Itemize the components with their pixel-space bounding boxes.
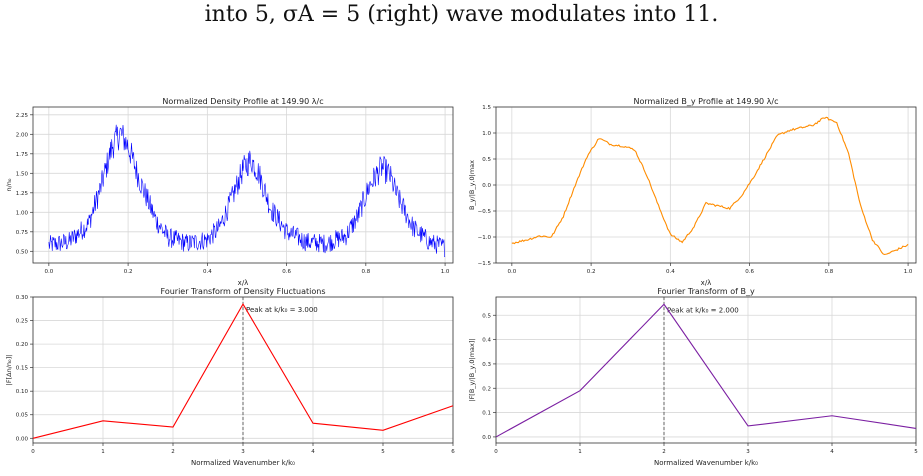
- x-tick-label: 1: [578, 449, 582, 455]
- x-axis-label: x/λ: [701, 279, 712, 287]
- y-tick-label: 0.5: [482, 313, 491, 319]
- y-tick-label: 0.05: [16, 413, 29, 419]
- panel-fft_density: 0 1 2 3 4 5 6 0.00 0.05 0.10 0.15 0.20 0.25 0.30 Fouri…: [5, 287, 455, 467]
- x-tick-label: 5: [914, 449, 918, 455]
- x-tick-label: 0.8: [361, 269, 370, 275]
- x-tick-label: 0.6: [745, 269, 754, 275]
- y-tick-label: 0.0: [482, 435, 491, 441]
- x-tick-label: 0.0: [44, 269, 53, 275]
- x-axis-label: Normalized Wavenumber k/k₀: [654, 459, 758, 467]
- y-tick-label: 1.5: [482, 105, 491, 111]
- x-tick-label: 0.2: [124, 269, 133, 275]
- chart-title: Normalized Density Profile at 149.90 λ/c: [162, 97, 323, 106]
- panel-by: 0.0 0.2 0.4 0.6 0.8 1.0 −1.5 −1.0 −0.5 0.0 0.5 1.0 1…: [468, 97, 917, 287]
- peak-annotation: Peak at k/k₀ = 3.000: [246, 306, 318, 314]
- panel-fft_by: 0 1 2 3 4 5 0.0 0.1 0.2 0.3 0.4 0.5 Fourier Transfor…: [468, 287, 918, 467]
- x-tick-label: 0.4: [666, 269, 675, 275]
- x-tick-label: 6: [451, 449, 455, 455]
- x-tick-label: 0.0: [507, 269, 516, 275]
- x-tick-label: 4: [830, 449, 834, 455]
- panel-density: 0.0 0.2 0.4 0.6 0.8 1.0 0.50 0.75 1.00 1.25 1.50 1.…: [5, 97, 454, 287]
- x-tick-label: 0: [494, 449, 498, 455]
- y-tick-label: −1.0: [478, 235, 492, 241]
- series-line-density: [48, 124, 446, 258]
- x-tick-label: 0.2: [587, 269, 596, 275]
- y-tick-label: 0.50: [16, 249, 29, 255]
- series-line-by: [511, 116, 909, 256]
- y-tick-label: −1.5: [478, 261, 492, 267]
- series-line-fft_density: [32, 302, 454, 439]
- peak-annotation: Peak at k/k₀ = 2.000: [667, 306, 739, 314]
- y-tick-label: 0.5: [482, 157, 491, 163]
- plot-frame: [32, 106, 454, 264]
- y-tick-label: 0.30: [16, 295, 29, 301]
- y-tick-label: 0.00: [16, 436, 29, 442]
- x-tick-label: 3: [746, 449, 750, 455]
- y-tick-label: 0.20: [16, 342, 29, 348]
- x-tick-label: 0.4: [203, 269, 212, 275]
- x-tick-label: 0: [31, 449, 35, 455]
- x-tick-label: 1.0: [904, 269, 913, 275]
- y-tick-label: 1.00: [16, 210, 29, 216]
- x-tick-label: 4: [311, 449, 315, 455]
- figure-caption: into 5, σA = 5 (right) wave modulates in…: [204, 2, 719, 27]
- x-tick-label: 0.8: [824, 269, 833, 275]
- x-tick-label: 2: [171, 449, 175, 455]
- chart-title: Fourier Transform of Density Fluctuation…: [161, 287, 326, 296]
- series-line-fft_by: [495, 303, 917, 438]
- y-tick-label: 2.25: [16, 113, 29, 119]
- y-tick-label: 0.4: [482, 338, 491, 344]
- x-axis-label: x/λ: [238, 279, 249, 287]
- chart-title: Normalized B_y Profile at 149.90 λ/c: [633, 97, 778, 106]
- y-tick-label: 0.15: [16, 366, 29, 372]
- y-tick-label: 1.75: [16, 152, 29, 158]
- y-axis-label: |F[Δn/n₀]|: [5, 355, 13, 386]
- y-tick-label: 0.2: [482, 386, 491, 392]
- x-tick-label: 0.6: [282, 269, 291, 275]
- y-tick-label: 0.25: [16, 319, 29, 325]
- x-tick-label: 3: [241, 449, 245, 455]
- x-axis-label: Normalized Wavenumber k/k₀: [191, 459, 295, 467]
- y-axis-label: B_y/|B_y,0|max: [468, 160, 476, 210]
- y-tick-label: −0.5: [478, 209, 492, 215]
- x-tick-label: 5: [381, 449, 385, 455]
- x-tick-label: 1: [101, 449, 105, 455]
- y-tick-label: 2.00: [16, 132, 29, 138]
- y-tick-label: 0.3: [482, 362, 491, 368]
- y-tick-label: 0.10: [16, 389, 29, 395]
- x-tick-label: 2: [662, 449, 666, 455]
- x-tick-label: 1.0: [441, 269, 450, 275]
- chart-title: Fourier Transform of B_y: [657, 287, 755, 296]
- y-axis-label: |F[B_y/|B_y,0|max]|: [468, 338, 476, 401]
- y-tick-label: 0.0: [482, 183, 491, 189]
- y-tick-label: 1.0: [482, 131, 491, 137]
- y-tick-label: 1.25: [16, 191, 29, 197]
- y-tick-label: 1.50: [16, 171, 29, 177]
- y-tick-label: 0.1: [482, 411, 491, 417]
- y-tick-label: 0.75: [16, 230, 29, 236]
- plot-frame: [495, 296, 917, 444]
- y-axis-label: n/n₀: [5, 178, 13, 191]
